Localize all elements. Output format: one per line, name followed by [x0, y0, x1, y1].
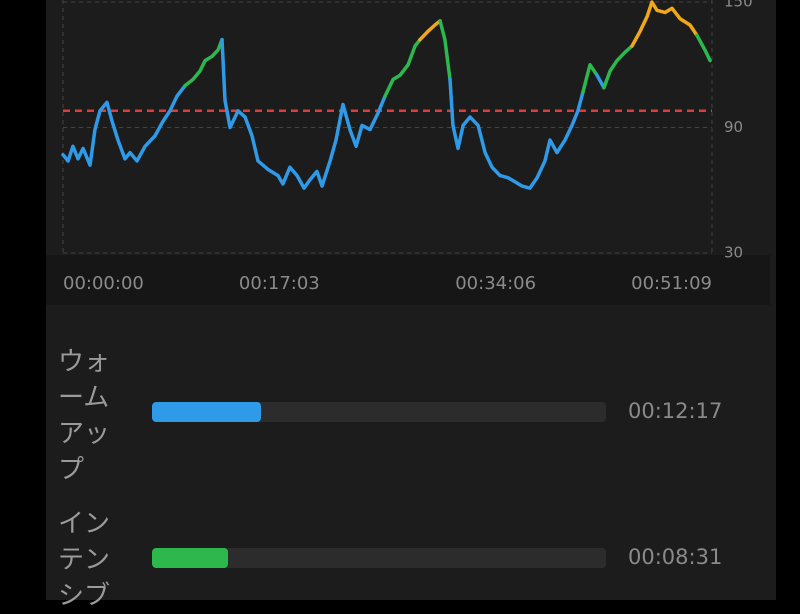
heart-rate-line: [595, 73, 606, 90]
heart-rate-line: [61, 83, 187, 167]
heart-rate-line: [581, 63, 599, 94]
x-tick-label: 00:00:00: [63, 273, 144, 294]
heart-rate-line: [630, 0, 699, 48]
x-tick-label: 00:51:09: [631, 273, 712, 294]
zone-bar: [152, 548, 228, 568]
zone-label: ウォームアップ: [58, 347, 111, 485]
heart-rate-line: [602, 44, 634, 90]
chart: 30 90 150 00:00:00 00:17:03 00:34:06 00:51:09: [46, 0, 770, 305]
zone-bar: [152, 402, 262, 422]
y-tick-label: 90: [724, 118, 743, 136]
heart-rate-line: [183, 37, 224, 88]
zone-track: [152, 402, 606, 422]
heart-rate-line: [220, 37, 387, 190]
heart-rate-line: [418, 19, 442, 42]
page: 30 90 150 00:00:00 00:17:03 00:34:06 00:51:09 …: [46, 0, 776, 611]
heart-rate-line: [695, 33, 712, 63]
axis-band: [46, 255, 770, 305]
y-tick-label: 30: [724, 244, 743, 262]
zone-time: 00:08:31: [628, 545, 723, 569]
x-tick-label: 00:17:03: [239, 273, 320, 294]
y-tick-label: 150: [724, 0, 753, 11]
heart-rate-line: [438, 19, 452, 82]
heart-rate-line: [383, 37, 422, 98]
heart-rate-line: [448, 77, 585, 190]
zone-label: インテンシブ: [58, 509, 111, 611]
zone-time: 00:12:17: [628, 399, 723, 423]
x-tick-label: 00:34:06: [455, 273, 536, 294]
zone-track: [152, 548, 606, 568]
